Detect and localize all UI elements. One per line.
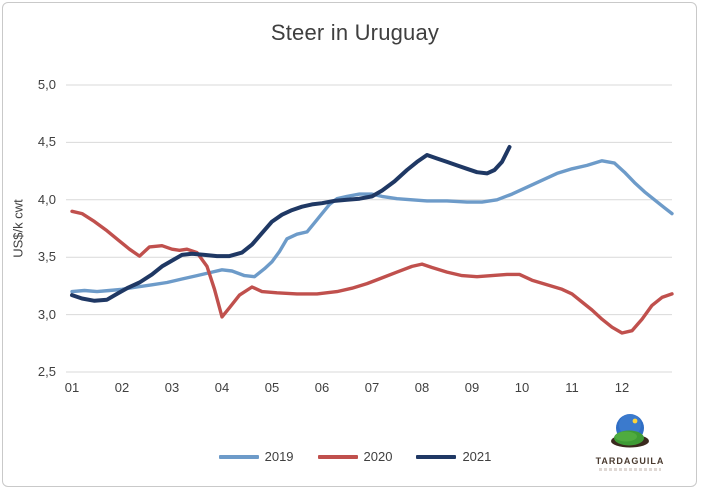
x-tick-label: 06 bbox=[314, 380, 330, 395]
y-tick-label: 3,0 bbox=[37, 306, 56, 322]
chart-title: Steer in Uruguay bbox=[270, 20, 440, 45]
x-tick-label: 05 bbox=[264, 380, 280, 395]
hill-sun-globe-icon bbox=[611, 414, 649, 448]
logo-text: TARDAGUILA bbox=[595, 456, 665, 466]
x-tick-label: 07 bbox=[364, 380, 380, 395]
x-tick-label: 09 bbox=[464, 380, 480, 395]
x-tick-label: 03 bbox=[164, 380, 180, 395]
x-tick-label: 01 bbox=[64, 380, 80, 395]
series-line-2021 bbox=[70, 145, 512, 303]
legend-item-2020: 2020 bbox=[317, 449, 393, 464]
series-line-2020 bbox=[70, 209, 674, 335]
legend-line-swatch bbox=[218, 454, 259, 459]
legend-label: 2019 bbox=[264, 449, 294, 464]
logo-subtext-placeholder bbox=[599, 468, 661, 471]
y-tick-label: 3,5 bbox=[37, 249, 56, 265]
y-tick-label: 2,5 bbox=[37, 364, 56, 379]
y-tick-label: 4,5 bbox=[37, 134, 56, 150]
y-tick-label: 4,0 bbox=[37, 191, 56, 207]
x-tick-label: 12 bbox=[614, 380, 630, 395]
x-tick-label: 02 bbox=[114, 380, 130, 395]
x-tick-label: 08 bbox=[414, 380, 430, 395]
y-tick-label: 5,0 bbox=[37, 77, 56, 92]
legend-label: 2021 bbox=[462, 449, 492, 464]
x-tick-label: 04 bbox=[214, 380, 230, 395]
legend-item-2021: 2021 bbox=[416, 449, 491, 464]
legend-label: 2020 bbox=[363, 449, 393, 464]
x-tick-label: 10 bbox=[514, 380, 530, 395]
series-line-2019 bbox=[70, 159, 674, 294]
legend-line-swatch bbox=[317, 454, 358, 459]
x-tick-label: 11 bbox=[565, 380, 579, 395]
tardaguila-logo: TARDAGUILA bbox=[588, 412, 672, 471]
legend-item-2019: 2019 bbox=[218, 449, 294, 464]
legend: 2019 2020 2021 bbox=[0, 449, 710, 464]
legend-line-swatch bbox=[416, 454, 457, 459]
